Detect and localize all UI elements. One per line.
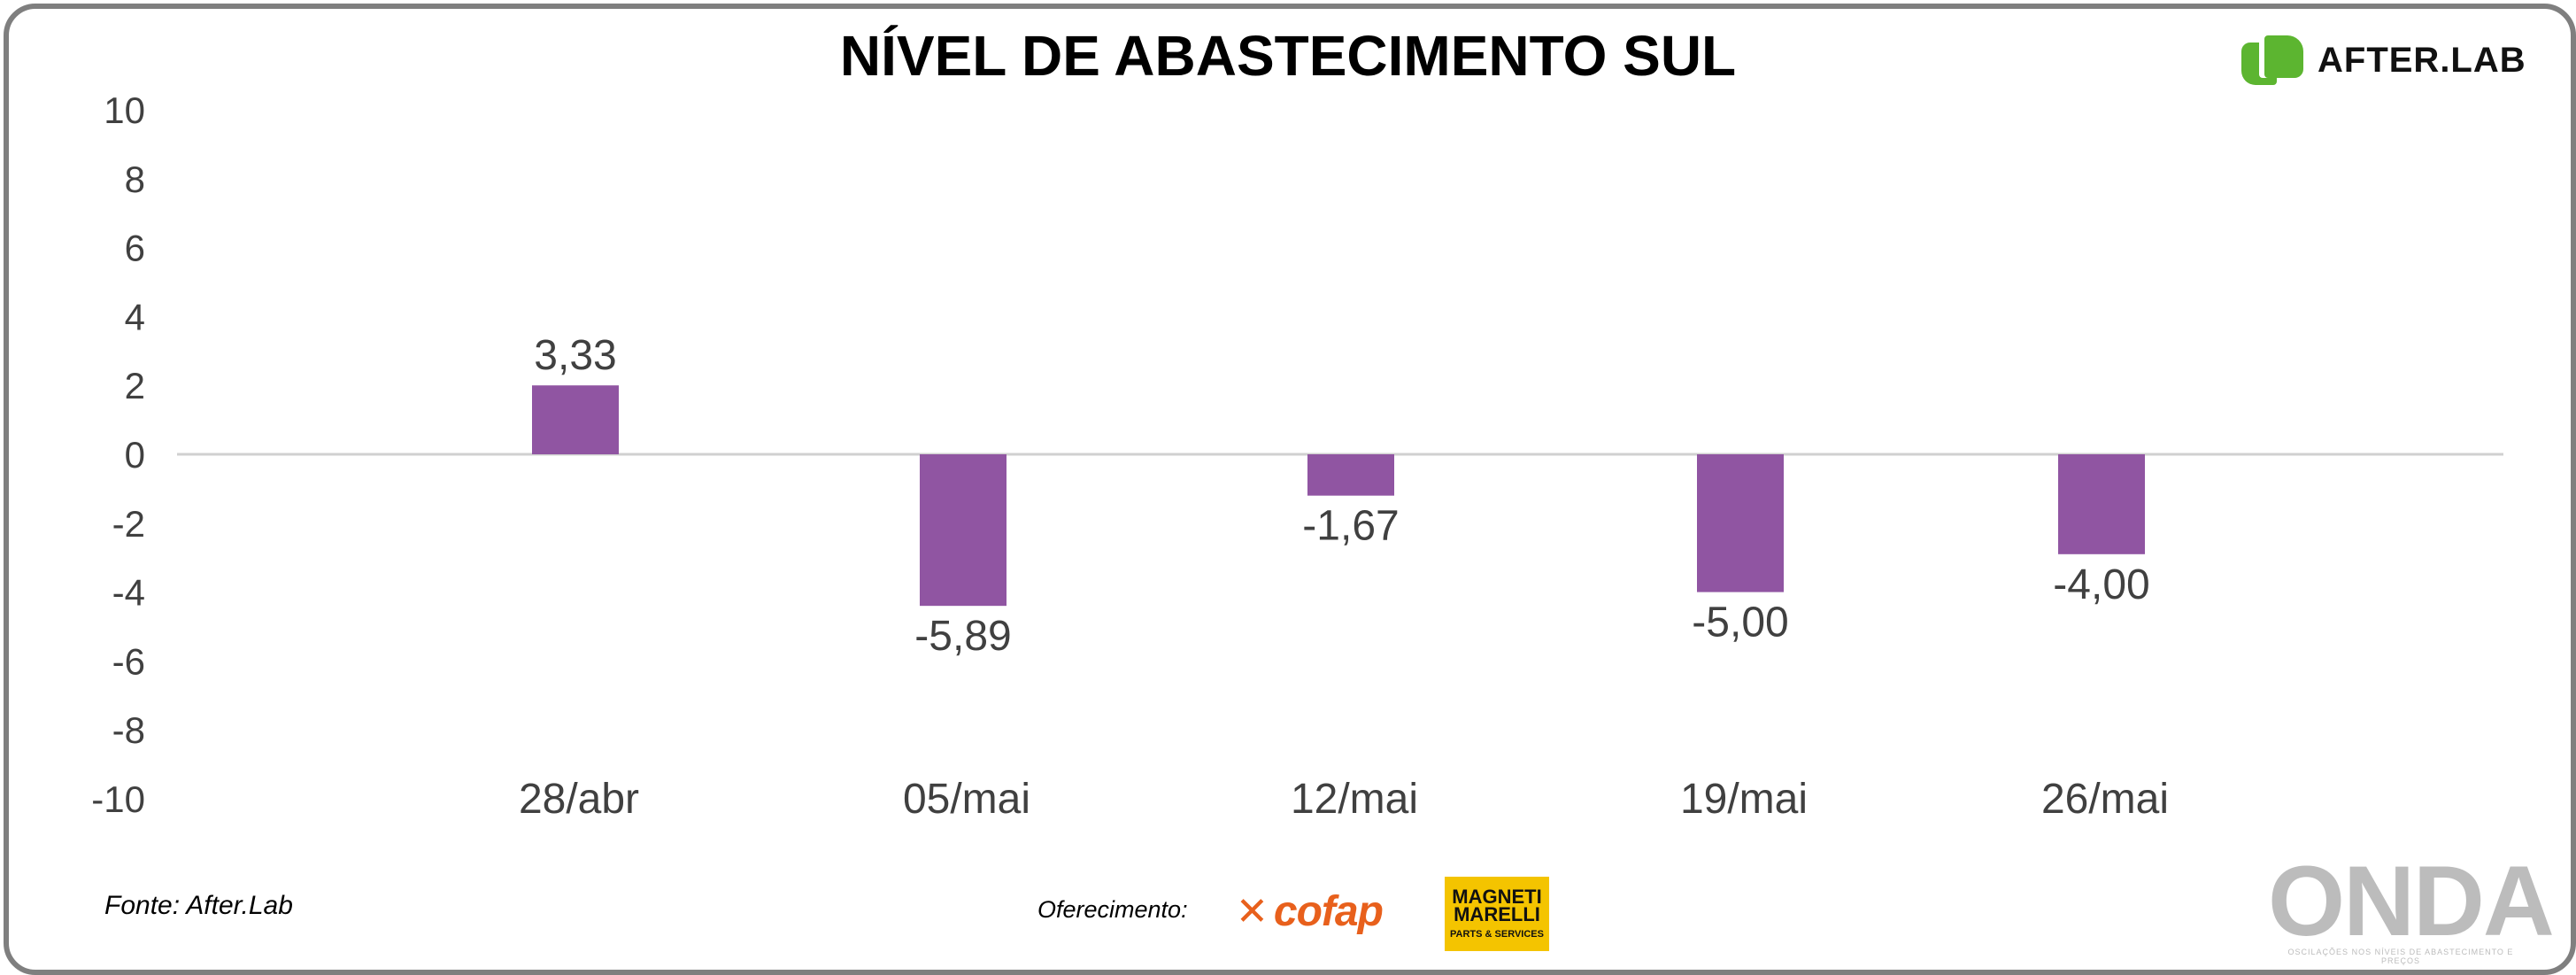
magneti-logo-line1: MAGNETI [1452, 886, 1542, 908]
bar [920, 454, 1006, 607]
chart-frame [4, 4, 2576, 975]
onda-watermark-tagline: OSCILAÇÕES NOS NÍVEIS DE ABASTECIMENTO E… [2287, 948, 2514, 965]
onda-watermark: ONDA OSCILAÇÕES NOS NÍVEIS DE ABASTECIME… [2268, 846, 2555, 966]
sponsor-label: Oferecimento: [1037, 896, 1188, 923]
cofap-logo: ✕ cofap [1236, 887, 1384, 936]
chart-title: NÍVEL DE ABASTECIMENTO SUL [839, 24, 1737, 88]
cofap-x-icon: ✕ [1236, 889, 1269, 934]
x-category-label: 26/mai [2041, 776, 2169, 823]
x-category-label: 05/mai [903, 776, 1030, 823]
magneti-logo-line2: MARELLI [1454, 903, 1540, 925]
bar [532, 385, 619, 454]
magneti-logo-tagline: PARTS & SERVICES [1450, 929, 1544, 940]
y-tick-label: -6 [112, 640, 145, 682]
x-category-label: 28/abr [519, 776, 639, 823]
bar [1697, 454, 1784, 592]
y-tick-label: -2 [112, 503, 145, 545]
data-label: 3,33 [534, 332, 616, 379]
y-tick-label: -10 [91, 778, 145, 820]
y-tick-label: -8 [112, 709, 145, 751]
data-label: -5,00 [1692, 600, 1788, 646]
data-label: -4,00 [2053, 561, 2149, 608]
onda-watermark-text: ONDA [2268, 846, 2555, 956]
y-tick-label: 10 [104, 89, 145, 131]
data-label: -5,89 [914, 613, 1011, 660]
cofap-logo-text: cofap [1273, 888, 1384, 935]
bar [1307, 454, 1394, 496]
y-tick-label: 8 [125, 159, 145, 200]
y-tick-label: 4 [125, 296, 145, 337]
x-category-label: 12/mai [1291, 776, 1418, 823]
afterlab-logo: AFTER.LAB [2241, 35, 2526, 85]
afterlab-logo-icon [2241, 35, 2303, 85]
y-tick-label: 0 [125, 434, 145, 476]
source-note: Fonte: After.Lab [104, 891, 293, 920]
y-tick-label: -4 [112, 572, 145, 614]
y-tick-label: 2 [125, 365, 145, 406]
magneti-marelli-logo: MAGNETI MARELLI PARTS & SERVICES [1445, 877, 1549, 951]
x-category-label: 19/mai [1680, 776, 1808, 823]
data-label: -1,67 [1302, 503, 1399, 550]
afterlab-logo-text: AFTER.LAB [2318, 40, 2526, 80]
y-tick-label: 6 [125, 228, 145, 269]
bar [2058, 454, 2145, 554]
